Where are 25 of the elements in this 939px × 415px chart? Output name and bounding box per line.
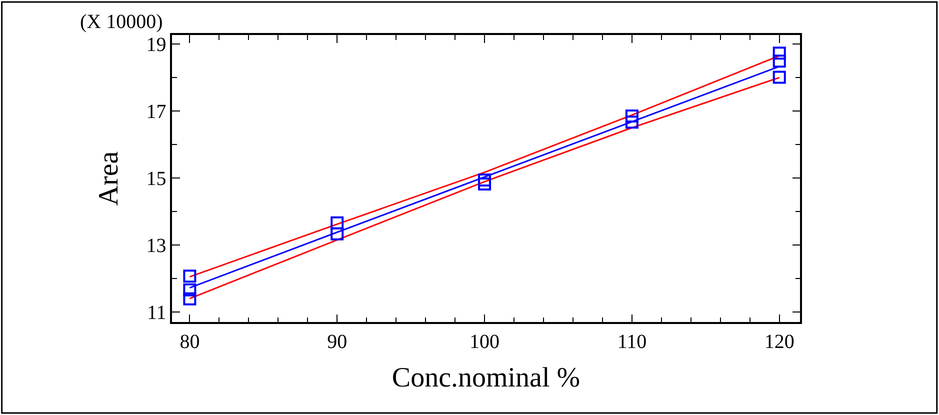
- x-tick-label: 100: [470, 330, 500, 353]
- x-tick-label: 90: [327, 330, 348, 353]
- y-tick-label: 19: [146, 34, 166, 56]
- x-tick-label: 110: [617, 330, 647, 353]
- point: [478, 178, 492, 191]
- x-tick-label: 120: [764, 330, 794, 353]
- y-tick-label: 13: [146, 234, 166, 257]
- point: [183, 270, 196, 283]
- point: [772, 70, 786, 84]
- point: [772, 54, 786, 68]
- y-axis-title: Area: [93, 150, 124, 206]
- point: [183, 283, 196, 296]
- y-tick-label: 15: [146, 168, 166, 190]
- point: [478, 174, 492, 187]
- y-tick-label: 11: [146, 302, 166, 324]
- point: [330, 216, 344, 230]
- text: (X 10000): [80, 11, 163, 33]
- point: [625, 116, 638, 129]
- x-axis-title: Conc.nominal %: [392, 362, 580, 394]
- point: [183, 292, 196, 306]
- point: [772, 46, 786, 60]
- point: [330, 227, 344, 240]
- y-tick-label: 17: [146, 101, 166, 124]
- point: [625, 110, 638, 123]
- x-tick-label: 80: [180, 330, 200, 353]
